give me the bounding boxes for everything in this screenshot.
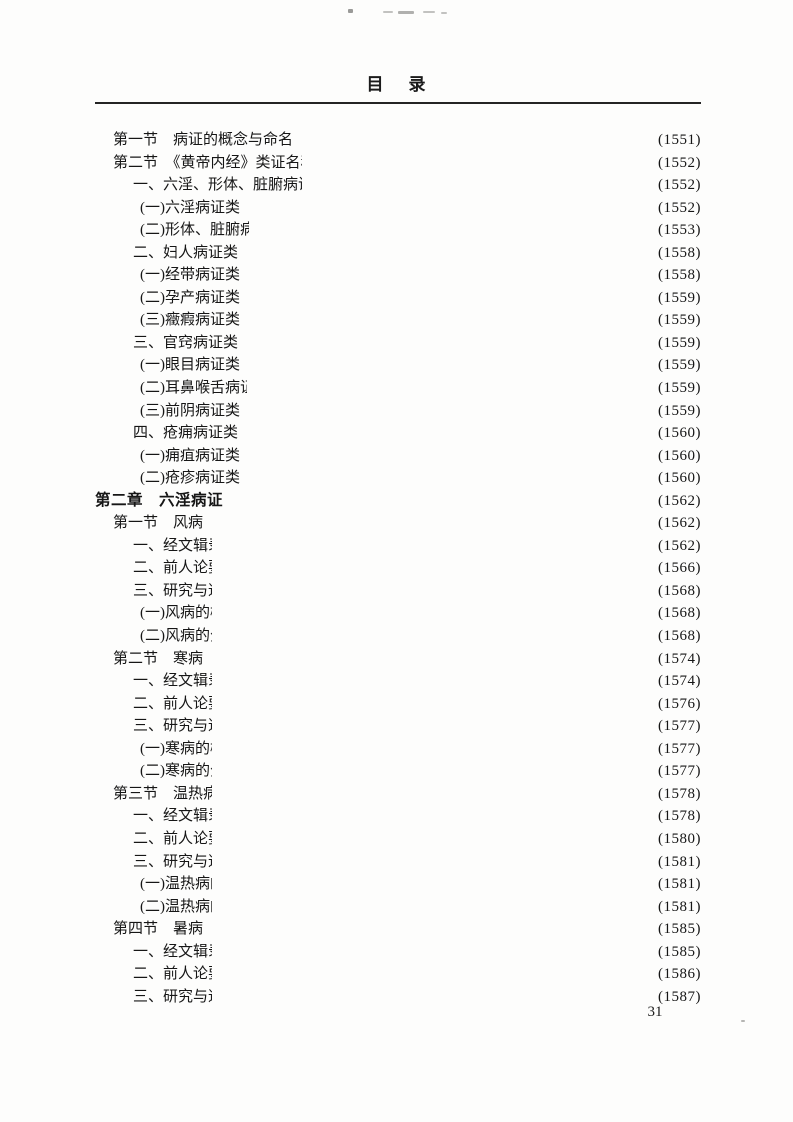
toc-entry: (一)寒病的概念 (1577) (95, 737, 701, 1122)
toc-entry-label: 二、前人论要 (133, 830, 224, 847)
toc-entry: (一)温热病的概念 (1581) (95, 873, 701, 1122)
page-title: 目 录 (366, 75, 430, 94)
toc-entry-label: 三、官窍病证类 (133, 334, 239, 351)
toc-entry-label: 三、研究与述评 (133, 988, 239, 1005)
toc-entry: (二)风病的分类与治法 (1568) (95, 625, 701, 1122)
toc-entry-label: 第一节 风病 (113, 515, 204, 532)
toc-entry: 二、妇人病证类 (1558) (95, 241, 701, 1122)
toc-entry-label: 第一节 病证的概念与命名 (113, 132, 294, 148)
toc-entry: 第一节 病证的概念与命名 (1551) (95, 129, 701, 1122)
toc-entry: 三、研究与述评 (1577) (95, 715, 701, 1122)
toc-entry: (一)风病的概念 (1568) (95, 602, 701, 1122)
toc-entry: (一)经带病证类 (1558) (95, 264, 701, 1122)
toc-entry-label: (二)耳鼻喉舌病证类 (140, 380, 270, 397)
toc-entry: 一、经文辑录 (1578) (95, 805, 701, 1122)
toc-entry: 第四节 暑病 (1585) (95, 918, 701, 1122)
toc-entry: (三)癥瘕病证类 (1559) (95, 309, 701, 1122)
toc-entry-label: 第二节 寒病 (113, 650, 204, 667)
scan-artifact (423, 11, 435, 13)
toc-entry-label: 二、妇人病证类 (133, 244, 239, 261)
toc-entry: 第二节 寒病 (1574) (95, 647, 701, 1122)
toc-entry: 二、前人论要 (1576) (95, 692, 701, 1122)
toc-entry: 三、官窍病证类 (1559) (95, 331, 701, 1122)
toc-entry: (二)温热病的分类与治法 (1581) (95, 895, 701, 1122)
toc-entry-label: (二)孕产病证类 (140, 289, 240, 306)
toc-entry-label: 第二章 六淫病证 (95, 491, 224, 509)
toc-entry: 一、经文辑录 (1562) (95, 534, 701, 1122)
toc-entry-label: 二、前人论要 (133, 966, 224, 983)
toc-entry-label: (二)形体、脏腑病证类 (140, 222, 285, 239)
folio-page-number: 31 (647, 1004, 663, 1020)
toc-entry: (二)形体、脏腑病证类 (1553) (95, 219, 701, 1122)
toc-entry: (一)痈疽病证类 (1560) (95, 444, 701, 1122)
toc-entry: 四、疮痈病证类 (1560) (95, 422, 701, 1122)
toc-entry-label: 四、疮痈病证类 (133, 425, 239, 442)
toc-entry-label: 三、研究与述评 (133, 718, 239, 735)
toc-entry: (一)眼目病证类 (1559) (95, 354, 701, 1122)
toc-entry: (二)疮疹病证类 (1560) (95, 467, 701, 1122)
toc-entry-label: (三)癥瘕病证类 (140, 312, 240, 329)
toc-entry-label: 三、研究与述评 (133, 582, 239, 599)
toc-entry: 二、前人论要 (1586) (95, 963, 701, 1122)
toc-entry-label: (二)疮疹病证类 (140, 470, 240, 487)
toc-entry-label: 一、经文辑录 (133, 537, 224, 554)
toc-entry-label: 第二节 《黄帝内经》类证名称与分类 (113, 154, 361, 171)
scan-artifact (383, 11, 393, 13)
toc-entry-label: 三、研究与述评 (133, 853, 239, 870)
toc-entry: (二)孕产病证类 (1559) (95, 286, 701, 1122)
toc-entry-label: 一、经文辑录 (133, 673, 224, 690)
toc-entry-label: 一、六淫、形体、脏腑病证类 (133, 177, 329, 194)
toc-entry-label: 一、经文辑录 (133, 808, 224, 825)
header-rule (95, 102, 701, 104)
toc-entry-label: 一、经文辑录 (133, 943, 224, 960)
scan-artifact (741, 1020, 745, 1022)
toc-entry: 二、前人论要 (1580) (95, 827, 701, 1122)
toc-entry: 三、研究与述评 (1587) (95, 985, 701, 1122)
toc-entry: (二)耳鼻喉舌病证类 (1559) (95, 377, 701, 1122)
toc-entry-label: (一)经带病证类 (140, 267, 240, 284)
toc-entry: (二)寒病的分类与治法 (1577) (95, 760, 701, 1122)
toc-entry: (三)前阴病证类 (1559) (95, 399, 701, 1122)
toc-entry-label: 第四节 暑病 (113, 921, 204, 938)
toc-entry-label: (一)痈疽病证类 (140, 447, 240, 464)
toc-entry: 第二章 六淫病证 (1562) (95, 489, 701, 1122)
toc-entry-label: (三)前阴病证类 (140, 402, 240, 419)
toc-entry: 一、经文辑录 (1585) (95, 940, 701, 1122)
scan-artifact (398, 11, 414, 14)
toc-entry: 三、研究与述评 (1581) (95, 850, 701, 1122)
toc-entry: 一、经文辑录 (1574) (95, 670, 701, 1122)
toc-entry: 三、研究与述评 (1568) (95, 579, 701, 1122)
toc-entry: 二、前人论要 (1566) (95, 557, 701, 1122)
toc-entry-label: (一)六淫病证类 (140, 199, 240, 216)
page-content: 目 录 第一节 病证的概念与命名 (1551) 第二节 《黄帝内经》类证名称与分… (95, 75, 701, 1122)
toc-list: 第一节 病证的概念与命名 (1551) 第二节 《黄帝内经》类证名称与分类 (1… (95, 129, 701, 1122)
toc-entry-label: 二、前人论要 (133, 695, 224, 712)
toc-entry: 一、六淫、形体、脏腑病证类 (1552) (95, 174, 701, 1122)
toc-entry-label: (一)眼目病证类 (140, 357, 240, 374)
toc-entry: 第三节 温热病 (1578) (95, 782, 701, 1122)
toc-entry-page: (1587) (247, 985, 701, 1122)
toc-entry: 第一节 风病 (1562) (95, 512, 701, 1122)
toc-entry-label: 二、前人论要 (133, 560, 224, 577)
toc-entry: 第二节 《黄帝内经》类证名称与分类 (1552) (95, 151, 701, 1122)
toc-entry-label: 第三节 温热病 (113, 785, 219, 802)
toc-entry: (一)六淫病证类 (1552) (95, 196, 701, 1122)
scan-artifact (348, 9, 353, 13)
scan-artifact (441, 12, 447, 14)
